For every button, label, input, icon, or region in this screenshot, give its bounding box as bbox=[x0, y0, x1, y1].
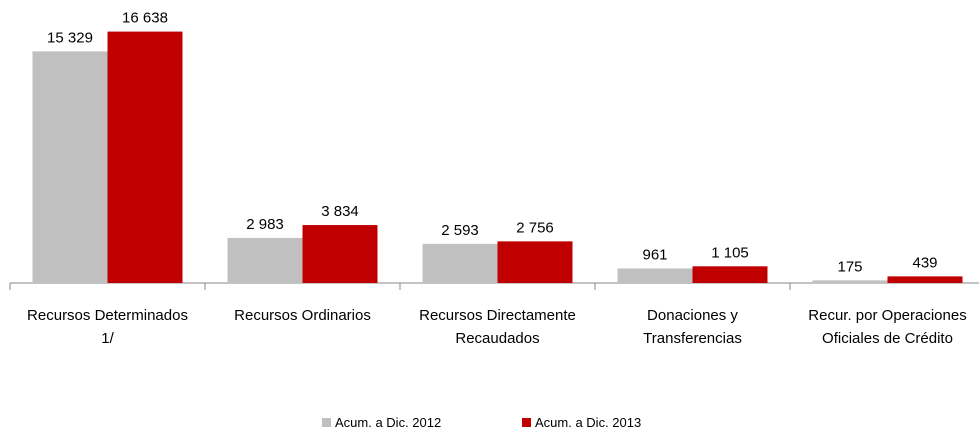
x-tick-label: Recur. por Operaciones Oficiales de Créd… bbox=[808, 307, 967, 347]
x-tick-label: Recursos Ordinarios bbox=[234, 307, 371, 324]
legend-item: Acum. a Dic. 2013 bbox=[522, 415, 641, 430]
value-label: 16 638 bbox=[122, 10, 168, 27]
value-label: 2 593 bbox=[441, 222, 479, 239]
value-label: 439 bbox=[912, 254, 937, 271]
value-label: 15 329 bbox=[47, 29, 93, 46]
legend-swatch bbox=[322, 418, 331, 427]
x-tick-label: Donaciones y Transferencias bbox=[643, 307, 742, 347]
legend-swatch bbox=[522, 418, 531, 427]
bar bbox=[302, 225, 378, 283]
bar bbox=[692, 266, 768, 283]
value-label: 1 105 bbox=[711, 244, 749, 261]
legend-label: Acum. a Dic. 2013 bbox=[535, 415, 642, 430]
bar bbox=[32, 51, 108, 283]
value-label: 2 983 bbox=[246, 216, 284, 233]
value-label: 2 756 bbox=[516, 219, 554, 236]
value-label: 3 834 bbox=[321, 203, 359, 220]
bar bbox=[617, 268, 693, 283]
value-label: 175 bbox=[837, 258, 862, 275]
legend-item: Acum. a Dic. 2012 bbox=[322, 415, 441, 430]
x-tick-label: Recursos Determinados 1/ bbox=[27, 307, 188, 347]
bar bbox=[422, 243, 498, 283]
x-tick-label: Recursos Directamente Recaudados bbox=[419, 307, 576, 347]
bar bbox=[887, 276, 963, 283]
legend-label: Acum. a Dic. 2012 bbox=[335, 415, 442, 430]
value-label: 961 bbox=[642, 246, 667, 263]
bar bbox=[107, 31, 183, 284]
bar bbox=[497, 241, 573, 283]
bar bbox=[227, 237, 303, 283]
bar bbox=[812, 280, 888, 283]
